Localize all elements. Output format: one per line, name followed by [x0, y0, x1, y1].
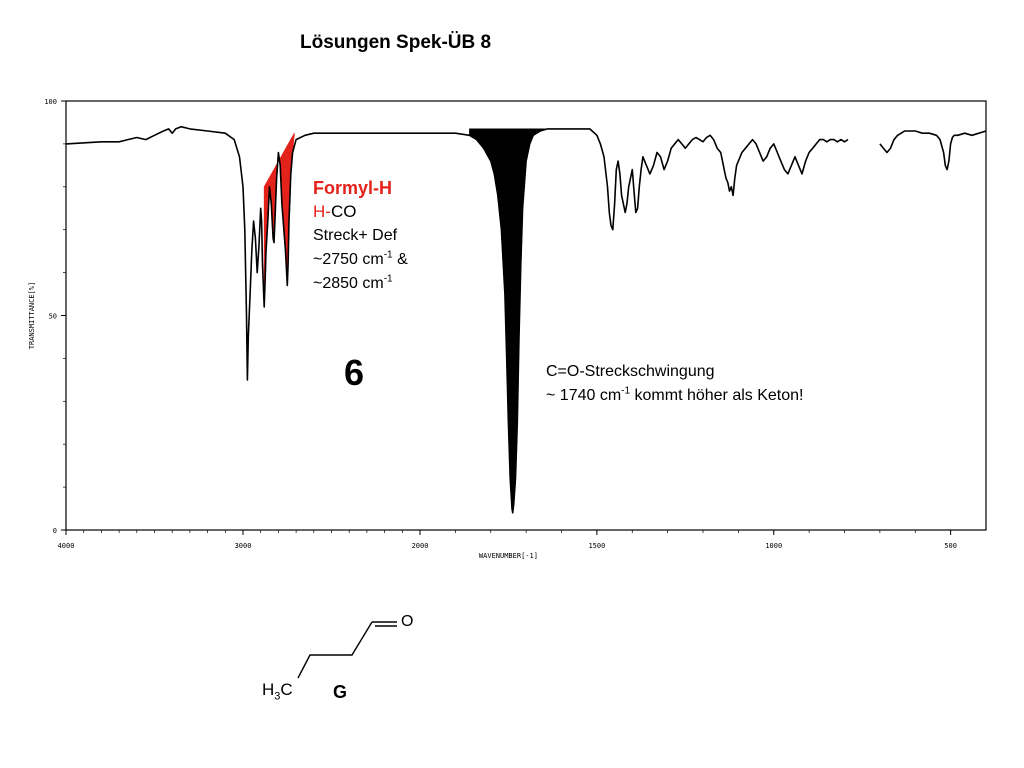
y-tick-label: 50: [49, 313, 57, 321]
chart-axes: 4000 3000 2000 1500 1000 500 0 50 100 WAVENUMBER[…: [28, 98, 987, 560]
molecule-structure: [297, 621, 397, 679]
x-tick-label: 1500: [588, 542, 605, 550]
compound-letter: G: [333, 682, 348, 702]
spectrum-curves: [65, 125, 987, 514]
carbonyl-label: C=O-Streckschwingung: [546, 363, 715, 380]
y-tick-label: 100: [44, 98, 57, 106]
x-tick-label: 4000: [58, 542, 75, 550]
methyl-label: H3C: [262, 680, 293, 703]
carbonyl-wn: ~ 1740 cm: [546, 387, 622, 404]
formyl-wn1: ~2750 cm: [313, 251, 384, 268]
carbonyl-note: kommt höher als Keton!: [630, 387, 804, 404]
carbonyl-annotation: C=O-Streckschwingung ~ 1740 cm-1 kommt h…: [546, 360, 803, 408]
spectrum-series-0: [65, 125, 849, 514]
x-axis-label: WAVENUMBER[-1]: [479, 552, 538, 560]
band-c-o: [469, 128, 555, 513]
slide-title: Lösungen Spek-ÜB 8: [300, 32, 492, 53]
carbonyl-wn-sup: -1: [621, 385, 631, 397]
highlight-bands: [263, 128, 555, 513]
spectrum-series-1: [879, 130, 987, 171]
formyl-mode: Streck+ Def: [313, 227, 398, 244]
formyl-wn2: ~2850 cm: [313, 275, 384, 292]
y-tick-label: 0: [53, 527, 57, 535]
x-tick-label: 1000: [765, 542, 782, 550]
molecule-skeleton: [297, 621, 373, 679]
formyl-co: CO: [330, 202, 357, 221]
formyl-wn2-sup: -1: [383, 273, 393, 285]
x-tick-label: 3000: [235, 542, 252, 550]
oxygen-label: O: [401, 613, 414, 630]
formyl-annotation: Formyl-H H-CO Streck+ Def ~2750 cm-1 & ~…: [313, 176, 408, 296]
x-tick-label: 500: [944, 542, 957, 550]
y-axis-label: TRANSMITTANCE[%]: [28, 282, 36, 349]
formyl-label: Formyl-H: [313, 178, 393, 198]
formyl-h-red: H-: [313, 202, 331, 221]
formyl-wn1-sup: -1: [383, 249, 393, 261]
formyl-wn1-post: &: [392, 251, 408, 268]
x-tick-label: 2000: [412, 542, 429, 550]
spectrum-number: 6: [344, 352, 365, 393]
